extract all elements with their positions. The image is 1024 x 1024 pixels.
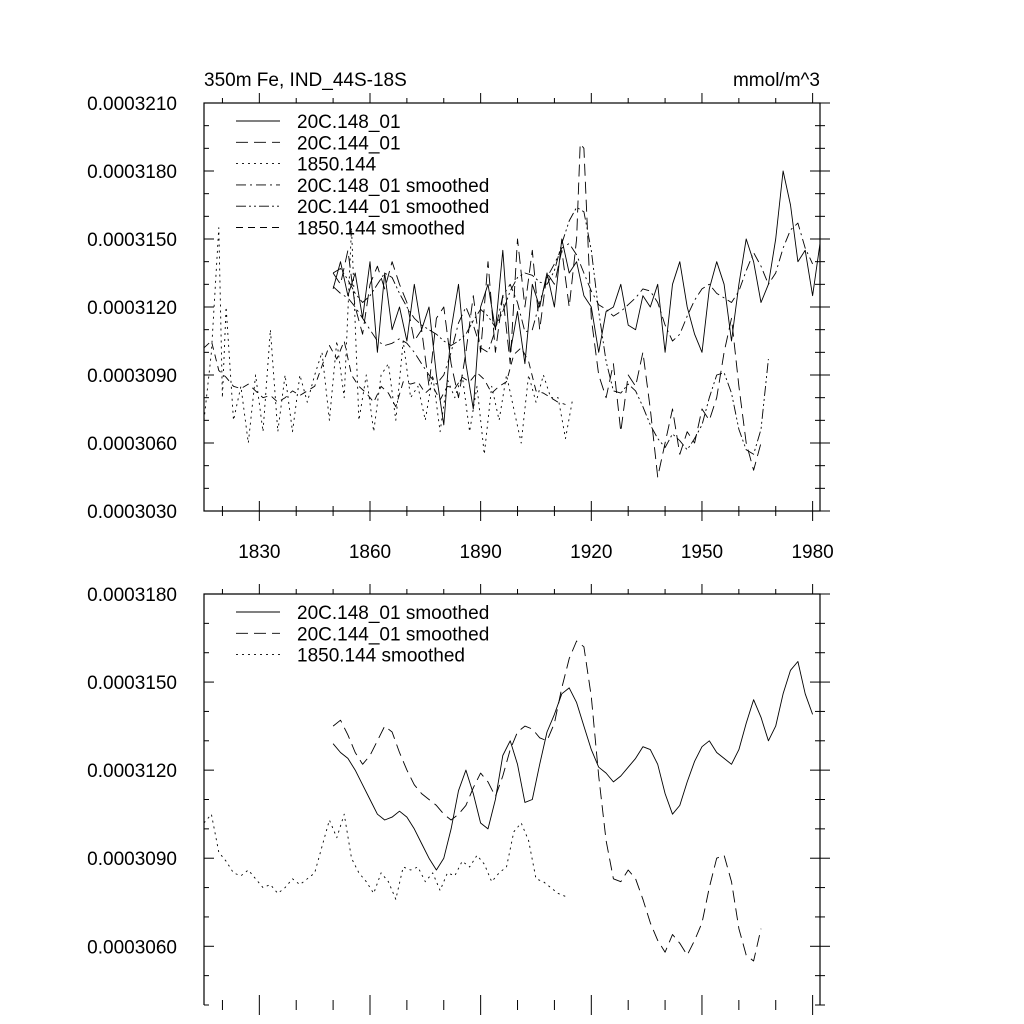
series-line-20c-144-01-smoothed	[332, 206, 769, 455]
x-tick-label: 1980	[791, 542, 833, 563]
y-tick-label: 0.0003060	[87, 937, 177, 958]
y-tick-label: 0.0003030	[87, 502, 177, 523]
series-line-20c-148-01-smoothed	[332, 661, 814, 871]
series-line-20c-144-01	[332, 143, 762, 478]
y-tick-label: 0.0003180	[87, 585, 177, 606]
bottom-ticks: 0.0003060 0.0003090 0.0003120 0.0003150 0.00…	[87, 584, 830, 1015]
legend-label: 20C.144_01	[297, 133, 401, 154]
y-tick-label: 0.0003150	[87, 230, 177, 251]
legend-label: 20C.148_01	[297, 112, 401, 133]
x-tick-label: 1860	[349, 542, 391, 563]
legend-label: 20C.144_01 smoothed	[297, 197, 489, 218]
top-plot-frame	[203, 102, 821, 512]
y-tick-label: 0.0003090	[87, 849, 177, 870]
series-line-1850-144-smoothed	[203, 813, 566, 900]
series-line-20c-148-01	[332, 170, 821, 426]
bottom-plot-frame	[203, 593, 821, 1005]
series-line-1850-144-smoothed	[203, 340, 566, 408]
series-line-20c-144-01-smoothed	[332, 640, 762, 962]
top-series	[203, 143, 821, 478]
x-tick-label: 1830	[238, 542, 280, 563]
series-line-20c-148-01-smoothed	[332, 222, 814, 385]
x-tick-label: 1920	[570, 542, 612, 563]
y-tick-label: 0.0003120	[87, 298, 177, 319]
legend-label: 1850.144 smoothed	[297, 646, 465, 667]
y-tick-label: 0.0003090	[87, 366, 177, 387]
x-tick-label: 1890	[460, 542, 502, 563]
top-units: mmol/m^3	[733, 70, 820, 91]
legend-label: 1850.144	[297, 155, 377, 176]
y-tick-label: 0.0003210	[87, 94, 177, 115]
y-tick-label: 0.0003120	[87, 761, 177, 782]
top-ticks: 0.0003030 0.0003060 0.0003090 0.0003120 0.00…	[87, 93, 834, 563]
bottom-series	[203, 640, 814, 962]
legend-label: 20C.148_01 smoothed	[297, 176, 489, 197]
y-tick-label: 0.0003150	[87, 673, 177, 694]
x-tick-label: 1950	[681, 542, 723, 563]
series-line-1850-144	[203, 227, 574, 455]
legend-label: 20C.148_01 smoothed	[297, 603, 489, 624]
top-panel: 350m Fe, IND_44S-18S mmol/m^3 0.00030300…	[87, 70, 834, 563]
legend-label: 20C.144_01 smoothed	[297, 624, 489, 645]
y-tick-label: 0.0003180	[87, 162, 177, 183]
top-title: 350m Fe, IND_44S-18S	[204, 70, 407, 91]
legend-label: 1850.144 smoothed	[297, 219, 465, 240]
y-tick-label: 0.0003060	[87, 434, 177, 455]
bottom-panel: 0.0003060 0.0003090 0.0003120 0.0003150 0.00…	[87, 584, 830, 1015]
